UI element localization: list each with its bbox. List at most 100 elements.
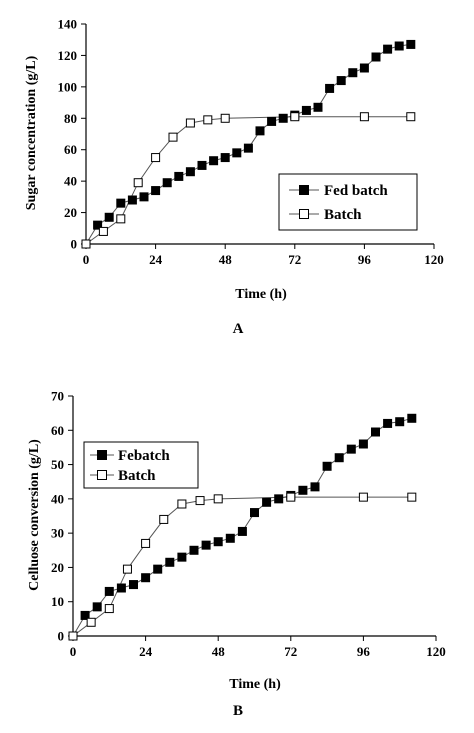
panel-a-series-1-point xyxy=(98,226,108,236)
panel-a-series-1-point xyxy=(168,132,178,142)
panel-b-y-tick-label: 40 xyxy=(51,491,64,506)
panel-a-series-0-point xyxy=(151,186,161,196)
panel-b-series-0-point xyxy=(334,453,344,463)
panel-b-legend-box xyxy=(83,441,199,489)
panel-b-series-1-point xyxy=(177,499,187,509)
panel-a-series-0-point xyxy=(104,212,114,222)
panel-a-y-tick-label: 140 xyxy=(58,17,78,32)
panel-a-x-tick-label: 120 xyxy=(424,252,444,267)
panel-a-series-0-point xyxy=(371,52,381,62)
panel-b-x-ticks: 0 24 48 72 96 120 xyxy=(70,636,446,659)
panel-b-series-0-point xyxy=(250,508,259,518)
panel-a-y-tick-label: 80 xyxy=(64,111,77,126)
panel-b-series-1-point xyxy=(159,514,169,524)
panel-b-axes xyxy=(72,396,436,637)
panel-b-series-0-point xyxy=(141,573,151,583)
panel-b-y-axis-label: Celluose conversion (g/L) xyxy=(27,439,42,591)
panel-b-y-tick-label: 50 xyxy=(51,457,64,472)
panel-b-x-tick-label: 96 xyxy=(357,644,371,659)
panel-a-series-0-point xyxy=(348,68,358,78)
panel-a-series-0-point xyxy=(232,148,242,158)
panel-a-series-1-point xyxy=(185,118,195,128)
panel-b-series-0-point xyxy=(116,583,126,593)
panel-a-x-tick-label: 96 xyxy=(358,252,372,267)
panel-a-series-0-point xyxy=(394,41,404,51)
panel-a-legend-box xyxy=(278,173,418,231)
panel-a-series-1-point xyxy=(359,112,369,122)
panel-a-series-0-point xyxy=(359,63,369,73)
panel-b-series-1-point xyxy=(286,492,296,502)
panel-b-y-tick-label: 0 xyxy=(58,629,65,644)
panel-a-series-1-point xyxy=(116,214,126,224)
panel-b-series-0-point xyxy=(92,602,102,612)
panel-a-markers xyxy=(81,39,416,249)
panel-b-series-0-point xyxy=(237,526,247,536)
panel-b-series-0-point xyxy=(177,552,187,562)
legend-marker-fed-batch xyxy=(299,185,309,195)
panel-a-series-0-point xyxy=(278,113,288,123)
panel-b-series-0-point xyxy=(371,427,380,437)
panel-a-y-tick-label: 120 xyxy=(58,48,78,63)
panel-b-series-0-point xyxy=(310,482,320,492)
panel-b-x-tick-label: 24 xyxy=(139,644,153,659)
panel-b-series-0-point xyxy=(213,537,223,547)
panel-a-series-1-point xyxy=(220,113,230,123)
panel-a-series-1-point xyxy=(290,112,300,122)
legend-label-batch: Batch xyxy=(324,207,362,223)
panel-a-x-ticks: 0 24 48 72 96 120 xyxy=(83,244,444,267)
panel-b-series-0-point xyxy=(346,444,356,454)
panel-b-y-tick-label: 10 xyxy=(51,594,64,609)
panel-b-x-tick-label: 0 xyxy=(70,644,77,659)
panel-a-series-0-point xyxy=(139,192,149,202)
panel-a-series-0-point xyxy=(116,198,126,208)
panel-b-series-1-point xyxy=(213,494,223,504)
panel-a-series-0-point xyxy=(383,44,393,54)
panel-b-series-0-point xyxy=(80,610,90,620)
panel-a-series-0-point xyxy=(93,220,103,230)
panel-b-series-0-point xyxy=(383,418,393,428)
panel-b-series-1-point xyxy=(122,564,132,574)
panel-a-series-0-point xyxy=(255,126,265,136)
panel-b-series-0-point xyxy=(201,540,211,550)
legend-marker-batch-b xyxy=(97,470,107,480)
panel-b-series-0-point xyxy=(407,413,417,423)
panel-b-series-0-point xyxy=(189,545,199,555)
chart-panel-b: 0 24 48 72 96 120 0 10 20 30 40 50 60 70 Febatch Bat… xyxy=(27,389,446,720)
panel-a-series-1-point xyxy=(81,239,91,249)
panel-a-y-tick-label: 0 xyxy=(71,237,78,252)
panel-a-axes xyxy=(85,24,434,245)
panel-a-series-0-point xyxy=(313,102,323,112)
panel-b-legend: Febatch Batch xyxy=(83,441,199,489)
panel-b-series-0-point xyxy=(262,497,272,507)
panel-b-x-tick-label: 48 xyxy=(212,644,226,659)
legend-marker-batch xyxy=(299,209,309,219)
panel-b-series-0-point xyxy=(153,564,163,574)
panel-a-series-0-point xyxy=(127,195,137,205)
panel-b-markers xyxy=(68,413,417,641)
panel-a-series-0-point xyxy=(267,116,277,126)
panel-b-series-0-point xyxy=(274,494,284,504)
legend-label-batch-b: Batch xyxy=(118,468,156,484)
panel-a-series-0-point xyxy=(209,156,219,166)
panel-b-x-tick-label: 72 xyxy=(284,644,297,659)
panel-b-series-0-point xyxy=(395,417,405,427)
panel-b-series-1-point xyxy=(104,604,114,614)
panel-a-y-ticks: 0 20 40 60 80 100 120 140 xyxy=(58,17,86,252)
panel-a-y-tick-label: 60 xyxy=(64,142,77,157)
panel-a-x-tick-label: 48 xyxy=(219,252,233,267)
panel-b-series-0-point xyxy=(358,439,368,449)
panel-a-x-tick-label: 72 xyxy=(288,252,301,267)
panel-b-series-1-point xyxy=(195,496,205,506)
panel-a-series-0-point xyxy=(162,178,172,188)
panel-a-x-axis-label: Time (h) xyxy=(235,287,287,302)
panel-a-series-1-point xyxy=(151,153,161,163)
panel-b-series-1-point xyxy=(358,492,368,502)
panel-a-y-tick-label: 20 xyxy=(64,205,77,220)
panel-a-x-tick-label: 0 xyxy=(83,252,90,267)
panel-a-y-axis-label: Sugar concentration (g/L) xyxy=(24,55,39,210)
panel-a-series-0-point xyxy=(301,105,311,115)
panel-b-x-axis-label: Time (h) xyxy=(229,677,281,692)
panel-a-series-0-point xyxy=(325,83,335,93)
legend-label-febatch: Febatch xyxy=(118,448,170,464)
